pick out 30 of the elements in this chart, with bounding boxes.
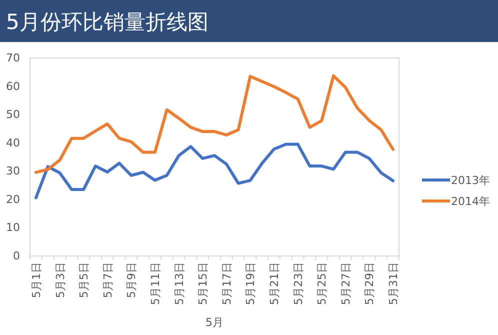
x-tick-label: 5月23日 — [292, 262, 305, 305]
legend-label: 2014年 — [451, 195, 490, 208]
y-tick-label: 30 — [6, 164, 20, 178]
x-tick-label: 5月19日 — [244, 262, 258, 305]
x-tick-label: 5月9日 — [125, 262, 138, 298]
x-axis-title: 5月 — [206, 316, 224, 329]
y-tick-label: 70 — [6, 52, 20, 64]
x-tick-label: 5月11日 — [148, 262, 162, 305]
x-tick-label: 5月15日 — [196, 262, 210, 305]
x-tick-label: 5月7日 — [101, 262, 114, 298]
x-tick-label: 5月5日 — [78, 262, 91, 298]
y-tick-label: 10 — [6, 221, 20, 234]
x-tick-label: 5月27日 — [339, 262, 352, 305]
y-tick-label: 50 — [6, 108, 20, 122]
x-tick-label: 5月13日 — [172, 262, 186, 305]
chart-title: 5月份环比销量折线图 — [6, 10, 208, 34]
x-tick-label: 5月29日 — [363, 262, 376, 305]
legend-label: 2013年 — [451, 174, 490, 187]
y-tick-label: 0 — [13, 250, 20, 262]
line-series — [34, 142, 395, 200]
y-tick-label: 20 — [6, 192, 20, 206]
x-tick-label: 5月17日 — [220, 262, 234, 305]
y-tick-label: 40 — [6, 136, 20, 150]
x-tick-label: 5月25日 — [316, 262, 329, 305]
x-tick-label: 5月3日 — [54, 262, 67, 298]
x-tick-label: 5月31日 — [387, 262, 400, 305]
y-tick-label: 60 — [6, 80, 20, 93]
line-series — [34, 74, 395, 174]
x-tick-label: 5月21日 — [268, 262, 282, 305]
x-tick-label: 5月1日 — [30, 262, 43, 298]
